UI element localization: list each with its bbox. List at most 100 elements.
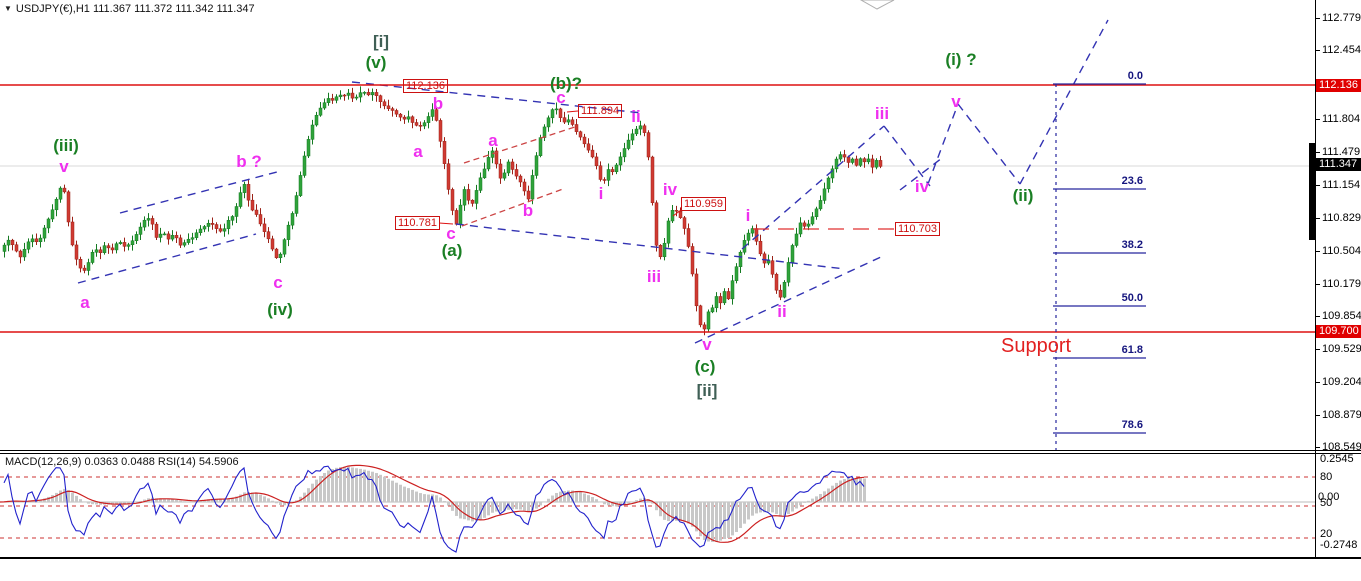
wave-label: iii bbox=[646, 267, 662, 286]
price-axis-separator bbox=[1315, 0, 1316, 558]
price-axis-tick bbox=[1316, 218, 1320, 219]
price-tag-box: 110.781 bbox=[395, 216, 440, 230]
trendline-dashed bbox=[351, 81, 643, 114]
price-axis-label: 110.829 bbox=[1322, 212, 1361, 224]
symbol-ohlc-text: USDJPY(€),H1 111.367 111.372 111.342 111… bbox=[15, 3, 255, 15]
price-axis-label: 108.879 bbox=[1322, 409, 1361, 421]
price-axis-tick bbox=[1316, 447, 1320, 448]
price-axis-label: 111.479 bbox=[1322, 146, 1361, 158]
indicator-axis-label: 80 bbox=[1320, 471, 1333, 483]
wave-label: (ii) bbox=[1012, 186, 1034, 205]
indicator-axis-label: 0.00 bbox=[1318, 491, 1340, 503]
wave-label: (c) bbox=[694, 357, 716, 376]
price-axis-label: 108.549 bbox=[1322, 441, 1361, 453]
wave-label: (b)? bbox=[549, 74, 583, 93]
price-axis-label: 109.529 bbox=[1322, 343, 1361, 355]
wave-label: b ? bbox=[236, 152, 262, 171]
axis-marker-bar bbox=[1309, 143, 1315, 240]
fib-level-label: 38.2 bbox=[1121, 239, 1143, 251]
time-axis-separator bbox=[0, 557, 1361, 559]
wave-label: c bbox=[556, 88, 566, 107]
wave-label: (a) bbox=[441, 241, 463, 260]
indicator-pane-canvas[interactable] bbox=[0, 454, 1315, 557]
price-axis-tick bbox=[1316, 382, 1320, 383]
wave-label: b bbox=[522, 201, 534, 220]
wave-label: c bbox=[273, 273, 283, 292]
price-axis-label: 112.779 bbox=[1322, 12, 1361, 24]
trendline-dashed bbox=[77, 233, 257, 284]
price-tag-box: 110.703 bbox=[895, 222, 940, 236]
price-axis-label: 111.154 bbox=[1322, 179, 1361, 191]
trendline-dashed bbox=[899, 157, 943, 191]
fib-level-label: 78.6 bbox=[1121, 419, 1143, 431]
wave-label: [ii] bbox=[696, 381, 718, 400]
price-axis-tick bbox=[1316, 415, 1320, 416]
chart-title: ▼ USDJPY(€),H1 111.367 111.372 111.342 11… bbox=[4, 3, 255, 15]
trendline-dashed bbox=[927, 103, 959, 185]
chart-annotations-layer: [i] (v) (iii) v a b ? c (iv) b a a c (a) b (b)? c i ii iii… bbox=[53, 32, 1143, 431]
time-axis[interactable]: 11 Feb 201914 Feb 08:0019 Feb 00:0021 Fe… bbox=[0, 558, 1361, 581]
symbol-dropdown-icon[interactable]: ▼ bbox=[4, 4, 12, 13]
wave-label: (iv) bbox=[267, 300, 293, 319]
wave-label: v bbox=[951, 92, 961, 111]
wave-label: (v) bbox=[365, 53, 387, 72]
price-tag-box: 112.136 bbox=[403, 79, 448, 93]
price-axis-label: 112.454 bbox=[1322, 44, 1361, 56]
wave-label: (iii) bbox=[53, 136, 79, 155]
candlesticks bbox=[2, 86, 883, 336]
macd-histogram bbox=[0, 466, 866, 542]
fib-level-label: 50.0 bbox=[1121, 292, 1143, 304]
wave-label: iv bbox=[662, 180, 678, 199]
rsi-line bbox=[3, 465, 865, 553]
trendline-dashed bbox=[883, 125, 931, 187]
trendline-dashed bbox=[694, 255, 884, 344]
wave-label: a bbox=[80, 293, 90, 312]
fib-level-label: 61.8 bbox=[1121, 344, 1143, 356]
pane-separator-bottom bbox=[0, 453, 1361, 454]
price-axis-tick bbox=[1316, 251, 1320, 252]
price-axis-tick bbox=[1316, 152, 1320, 153]
indicator-axis-label: -0.2748 bbox=[1320, 539, 1358, 551]
macd-signal-line bbox=[0, 464, 865, 543]
price-axis-label: 111.804 bbox=[1322, 113, 1361, 125]
trendline-dashed bbox=[1019, 19, 1109, 185]
wave-label: b bbox=[432, 94, 444, 113]
price-axis-tick bbox=[1316, 18, 1320, 19]
price-axis-tick bbox=[1316, 185, 1320, 186]
pane-separator-top[interactable] bbox=[0, 450, 1361, 451]
wave-label: ii bbox=[777, 302, 787, 321]
wave-label: a bbox=[413, 142, 423, 161]
price-axis-tick bbox=[1316, 50, 1320, 51]
indicator-values-label: MACD(12,26,9) 0.0363 0.0488 RSI(14) 54.5… bbox=[5, 456, 239, 468]
price-axis-label: 110.504 bbox=[1322, 245, 1361, 257]
fib-level-label: 23.6 bbox=[1121, 175, 1143, 187]
price-axis-label: 109.204 bbox=[1322, 376, 1361, 388]
trendline-dashed bbox=[455, 223, 846, 270]
wave-label: a bbox=[488, 131, 498, 150]
price-axis-label: 109.854 bbox=[1322, 310, 1361, 322]
wave-label: [i] bbox=[372, 32, 390, 51]
price-axis-label: 110.179 bbox=[1322, 278, 1361, 290]
price-axis-tick bbox=[1316, 316, 1320, 317]
price-tag-box: 111.894 bbox=[578, 104, 623, 118]
trendline-dashed bbox=[957, 103, 1021, 185]
price-axis-tick bbox=[1316, 119, 1320, 120]
indicator-axis-label: 0.2545 bbox=[1320, 453, 1354, 465]
price-tag-box: 110.959 bbox=[681, 197, 726, 211]
wave-label: iii bbox=[874, 104, 890, 123]
channel-line-dashed bbox=[461, 188, 564, 227]
indicator-axis-label: 20 bbox=[1320, 528, 1333, 540]
wave-label: i bbox=[598, 184, 604, 203]
main-chart-canvas[interactable] bbox=[0, 0, 1315, 452]
wave-label: (i) ? bbox=[945, 50, 977, 69]
fib-level-label: 0.0 bbox=[1127, 70, 1143, 82]
wave-label: i bbox=[745, 206, 751, 225]
price-axis-tick bbox=[1316, 284, 1320, 285]
price-level-badge: 109.700 bbox=[1316, 325, 1361, 338]
chart-shift-icon bbox=[859, 0, 895, 10]
price-axis-tick bbox=[1316, 349, 1320, 350]
wave-label: ii bbox=[631, 107, 641, 126]
price-level-badge: 112.136 bbox=[1316, 79, 1361, 92]
support-label: Support bbox=[1001, 335, 1072, 357]
